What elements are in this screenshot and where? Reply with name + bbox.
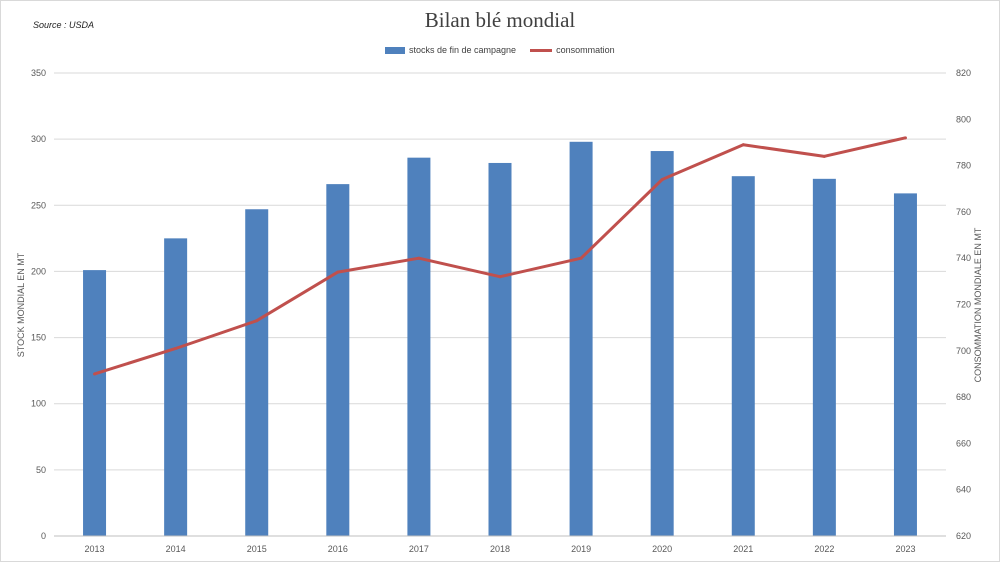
line-series: [93, 136, 907, 376]
line-point: [336, 270, 340, 274]
line-point: [822, 154, 826, 158]
axes: 0 50 100 150 200 250 300 350 620 640 660 680 700 720 7…: [31, 68, 971, 554]
y-tick-label: 100: [31, 399, 46, 409]
y2-tick-label: 800: [956, 114, 971, 124]
bar: [812, 178, 836, 537]
y2-tick-label: 740: [956, 253, 971, 263]
line-point: [741, 143, 745, 147]
y-tick-label: 0: [41, 531, 46, 541]
bar: [326, 184, 350, 536]
x-tick-label: 2015: [247, 544, 267, 554]
legend-item-stocks: stocks de fin de campagne: [385, 45, 516, 55]
x-tick-label: 2023: [895, 544, 915, 554]
y-tick-label: 200: [31, 266, 46, 276]
chart-title: Bilan blé mondial: [424, 8, 576, 32]
y2-tick-label: 680: [956, 392, 971, 402]
bar: [407, 157, 431, 537]
x-tick-label: 2022: [814, 544, 834, 554]
x-tick-label: 2020: [652, 544, 672, 554]
line-point: [174, 346, 178, 350]
y2-axis-title: CONSOMMATION MONDIALE EN MT: [973, 227, 983, 382]
x-tick-label: 2018: [490, 544, 510, 554]
y2-tick-label: 640: [956, 485, 971, 495]
x-tick-label: 2016: [328, 544, 348, 554]
bar: [569, 141, 593, 536]
bar: [245, 209, 269, 537]
x-tick-label: 2014: [166, 544, 186, 554]
y2-tick-label: 720: [956, 300, 971, 310]
y2-tick-label: 780: [956, 161, 971, 171]
x-tick-label: 2017: [409, 544, 429, 554]
y-axis-title: STOCK MONDIAL EN MT: [16, 252, 26, 357]
line-point: [579, 256, 583, 260]
x-tick-label: 2019: [571, 544, 591, 554]
bar: [164, 238, 188, 536]
line-point: [498, 275, 502, 279]
y-tick-label: 350: [31, 68, 46, 78]
y2-tick-label: 700: [956, 346, 971, 356]
legend-line-swatch: [530, 48, 553, 52]
y2-tick-label: 660: [956, 438, 971, 448]
line-point: [903, 136, 907, 140]
bar: [731, 176, 755, 536]
y2-tick-label: 620: [956, 531, 971, 541]
bar: [893, 193, 917, 536]
line-point: [255, 319, 259, 323]
y2-tick-label: 760: [956, 207, 971, 217]
bar: [488, 162, 512, 536]
y-tick-label: 300: [31, 134, 46, 144]
line-point: [417, 256, 421, 260]
source-note: Source : USDA: [33, 20, 95, 30]
bar: [83, 270, 107, 536]
legend: stocks de fin de campagne consommation: [385, 45, 629, 55]
line-point: [660, 177, 664, 181]
y-tick-label: 150: [31, 333, 46, 343]
x-tick-label: 2021: [733, 544, 753, 554]
y-tick-label: 250: [31, 200, 46, 210]
bar: [650, 151, 674, 536]
legend-label-consommation: consommation: [556, 45, 615, 55]
y-tick-label: 50: [36, 465, 46, 475]
x-tick-label: 2013: [85, 544, 105, 554]
y2-tick-label: 820: [956, 68, 971, 78]
line-point: [93, 372, 97, 376]
legend-bar-swatch: [385, 46, 405, 54]
legend-label-stocks: stocks de fin de campagne: [409, 45, 517, 55]
legend-item-consommation: consommation: [530, 45, 615, 55]
